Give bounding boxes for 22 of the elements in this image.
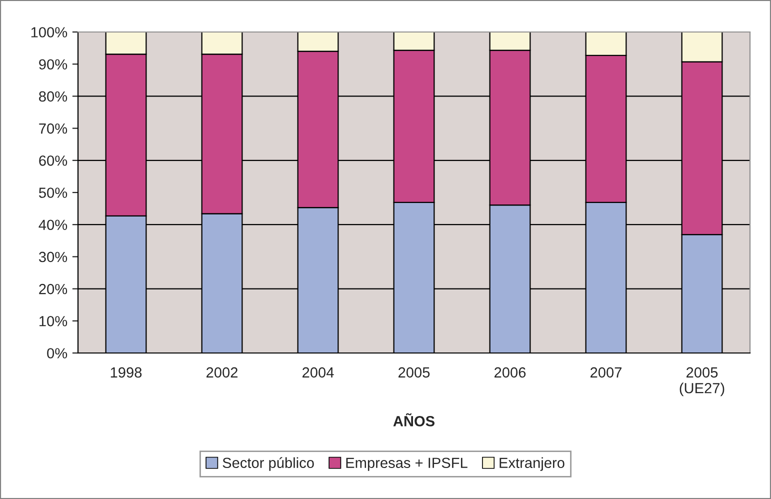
y-tick-label: 0% xyxy=(47,348,68,358)
x-tick-label: 2004 xyxy=(302,367,334,378)
legend-label: Empresas + IPSFL xyxy=(346,458,468,471)
x-tick-label: 1998 xyxy=(110,367,142,378)
y-tick-label: 10% xyxy=(40,316,68,326)
y-tick-label: 80% xyxy=(39,91,68,102)
y-tick-label: 60% xyxy=(39,156,68,166)
x-tick-label: 2006 xyxy=(494,367,526,378)
x-tick-label: 2005 (UE27) xyxy=(680,367,724,396)
y-tick-label: 70% xyxy=(39,123,68,134)
y-tick-label: 90% xyxy=(39,59,68,70)
y-tick-label: 100% xyxy=(31,27,68,38)
x-axis-title: AÑOS xyxy=(393,413,434,426)
y-tick-label: 20% xyxy=(39,284,68,294)
x-tick-label: 2002 xyxy=(206,367,238,378)
legend-label: Extranjero xyxy=(500,457,564,471)
x-tick-label: 2007 xyxy=(590,367,622,378)
y-tick-label: 40% xyxy=(38,220,68,230)
y-tick-label: 30% xyxy=(38,252,68,262)
y-tick-label: 50% xyxy=(38,188,68,198)
legend-label: Sector público xyxy=(222,457,314,471)
x-tick-label: 2005 xyxy=(398,367,430,378)
